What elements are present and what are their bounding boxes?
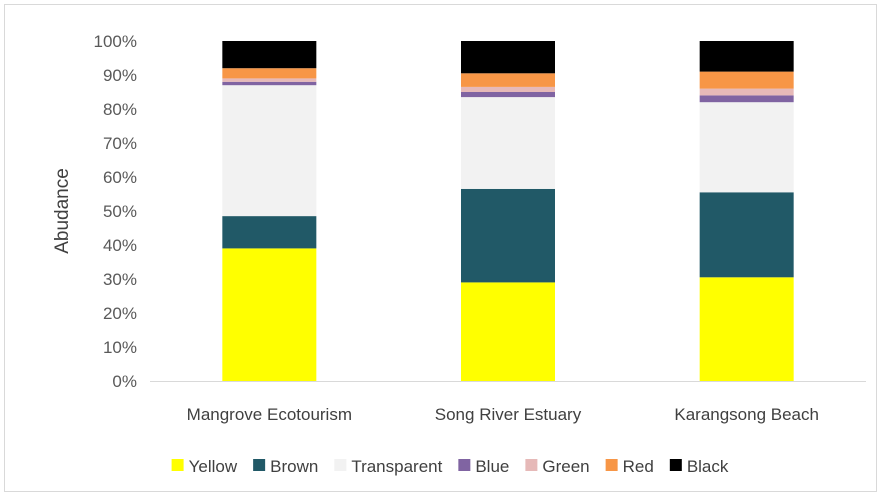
bar-segment-green xyxy=(222,78,317,82)
bar-segment-yellow xyxy=(461,282,555,381)
bar-segment-transparent xyxy=(461,97,555,189)
bars xyxy=(222,41,794,381)
x-category-label: Karangsong Beach xyxy=(674,405,819,424)
bar-segment-black xyxy=(699,41,794,72)
bar-segment-red xyxy=(699,71,794,89)
legend-swatch-blue xyxy=(458,459,471,471)
legend-label: Brown xyxy=(270,457,318,476)
y-tick-label: 0% xyxy=(112,372,137,391)
bar-segment-brown xyxy=(461,188,555,283)
x-category-label: Song River Estuary xyxy=(435,405,582,424)
x-axis-categories: Mangrove Ecotourism Song River Estuary Kar… xyxy=(187,405,819,424)
legend-label: Transparent xyxy=(351,457,442,476)
legend-swatch-yellow xyxy=(171,459,184,471)
y-tick-label: 80% xyxy=(103,100,137,119)
y-axis-ticks: 0% 10% 20% 30% 40% 50% 60% 70% 80% 90% 100% xyxy=(94,32,137,391)
bar-segment-green xyxy=(461,86,555,92)
bar-segment-blue xyxy=(461,92,555,98)
bar-segment-blue xyxy=(699,95,794,103)
bar-segment-brown xyxy=(699,192,794,278)
y-tick-label: 30% xyxy=(103,270,137,289)
legend-swatch-green xyxy=(525,459,538,471)
legend-swatch-red xyxy=(605,459,618,471)
bar-segment-red xyxy=(461,73,555,87)
bar-segment-red xyxy=(222,68,317,79)
bar-segment-black xyxy=(461,41,555,74)
bar-segment-green xyxy=(699,88,794,96)
y-tick-label: 70% xyxy=(103,134,137,153)
y-tick-label: 90% xyxy=(103,66,137,85)
legend-label: Green xyxy=(542,457,589,476)
legend-label: Blue xyxy=(475,457,509,476)
y-tick-label: 50% xyxy=(103,202,137,221)
bar-segment-yellow xyxy=(699,277,794,381)
bar-segment-blue xyxy=(222,81,317,86)
y-tick-label: 100% xyxy=(94,32,137,51)
bar-segment-transparent xyxy=(222,85,317,217)
bar-segment-black xyxy=(222,41,317,69)
legend-swatch-transparent xyxy=(334,459,347,471)
x-category-label: Mangrove Ecotourism xyxy=(187,405,352,424)
bar-segment-transparent xyxy=(699,102,794,193)
y-tick-label: 60% xyxy=(103,168,137,187)
legend-label: Black xyxy=(687,457,729,476)
legend-swatch-black xyxy=(669,459,682,471)
y-axis-label: Abudance xyxy=(52,168,73,254)
y-tick-label: 40% xyxy=(103,236,137,255)
bar-segment-yellow xyxy=(222,248,317,381)
bar-segment-brown xyxy=(222,216,317,249)
y-tick-label: 10% xyxy=(103,338,137,357)
legend-label: Red xyxy=(623,457,654,476)
y-tick-label: 20% xyxy=(103,304,137,323)
legend: Yellow Brown Transparent Blue Green Red Black xyxy=(171,457,729,476)
legend-label: Yellow xyxy=(189,457,238,476)
legend-swatch-brown xyxy=(253,459,266,471)
